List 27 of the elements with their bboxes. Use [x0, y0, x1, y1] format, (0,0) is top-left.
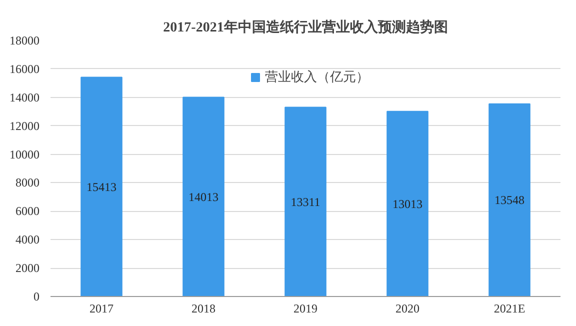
y-tick-label: 16000	[10, 62, 40, 76]
bar	[386, 110, 428, 296]
data-label: 13013	[392, 196, 422, 211]
x-tick-label: 2018	[192, 302, 216, 316]
data-label: 15413	[86, 180, 116, 194]
y-tick-label: 10000	[10, 147, 40, 162]
x-tick-label: 2019	[294, 302, 318, 316]
legend-label: 营业收入（亿元）	[265, 68, 369, 86]
y-tick-label: 6000	[16, 204, 40, 218]
y-tick-label: 14000	[10, 90, 40, 104]
bar	[284, 106, 326, 296]
bar	[488, 103, 530, 296]
chart-title: 2017-2021年中国造纸行业营业收入预测趋势图	[163, 20, 448, 36]
bar	[182, 96, 224, 296]
x-tick-label: 2020	[396, 302, 420, 316]
y-tick-label: 8000	[16, 176, 40, 190]
bar	[80, 76, 122, 296]
y-tick-label: 0	[34, 290, 40, 304]
y-tick-label: 18000	[10, 34, 40, 48]
data-label: 13548	[494, 193, 524, 208]
y-tick-label: 12000	[10, 118, 40, 133]
y-tick-label: 4000	[16, 232, 40, 247]
data-label: 14013	[188, 190, 218, 204]
y-tick-label: 2000	[16, 261, 40, 276]
data-label: 13311	[290, 194, 320, 209]
x-tick-label: 2021E	[494, 302, 526, 316]
x-tick-label: 2017	[90, 302, 114, 316]
